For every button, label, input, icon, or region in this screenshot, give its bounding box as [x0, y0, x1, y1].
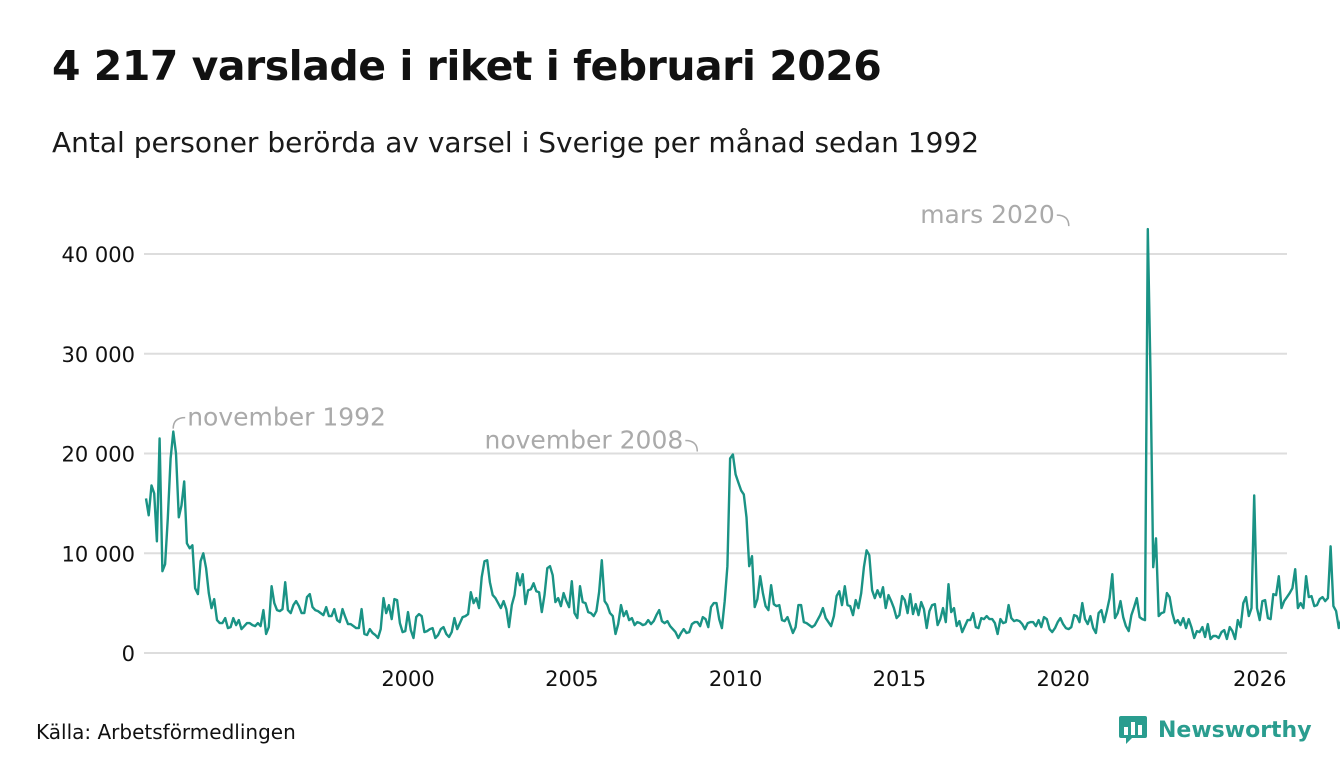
y-tick-label: 0: [122, 642, 135, 666]
source-note: Källa: Arbetsförmedlingen: [36, 720, 296, 744]
x-tick-label: 2026: [1233, 667, 1286, 691]
bar-chart-speech-icon: [1119, 716, 1147, 744]
annotation-connector: [1056, 214, 1070, 227]
y-tick-label: 30 000: [62, 343, 135, 367]
x-tick-label: 2020: [1036, 667, 1089, 691]
annotation-connector: [172, 416, 186, 429]
page-subtitle: Antal personer berörda av varsel i Sveri…: [52, 126, 980, 159]
x-axis: 2000 2005 2010 2015 2020 2026: [381, 667, 1286, 691]
brand-name: Newsworthy: [1158, 717, 1312, 743]
brand-logo: Newsworthy: [1118, 714, 1312, 746]
page-title: 4 217 varslade i riket i februari 2026: [52, 42, 882, 90]
annotations: november 1992 november 2008 mars 2020: [172, 200, 1070, 454]
y-tick-label: 20 000: [62, 443, 135, 467]
gridlines: [144, 253, 1287, 654]
annotation-label: mars 2020: [920, 200, 1055, 229]
series-line: [144, 227, 1340, 641]
x-tick-label: 2010: [709, 667, 762, 691]
x-tick-label: 2005: [545, 667, 598, 691]
series: [144, 227, 1340, 641]
y-tick-label: 40 000: [62, 243, 135, 267]
x-tick-label: 2015: [873, 667, 926, 691]
annotation-connector: [685, 439, 699, 452]
x-tick-label: 2000: [381, 667, 434, 691]
y-tick-label: 10 000: [62, 542, 135, 566]
y-axis: 0 10 000 20 000 30 000 40 000: [62, 243, 135, 666]
annotation-label: november 1992: [187, 403, 386, 432]
annotation-label: november 2008: [485, 425, 684, 454]
